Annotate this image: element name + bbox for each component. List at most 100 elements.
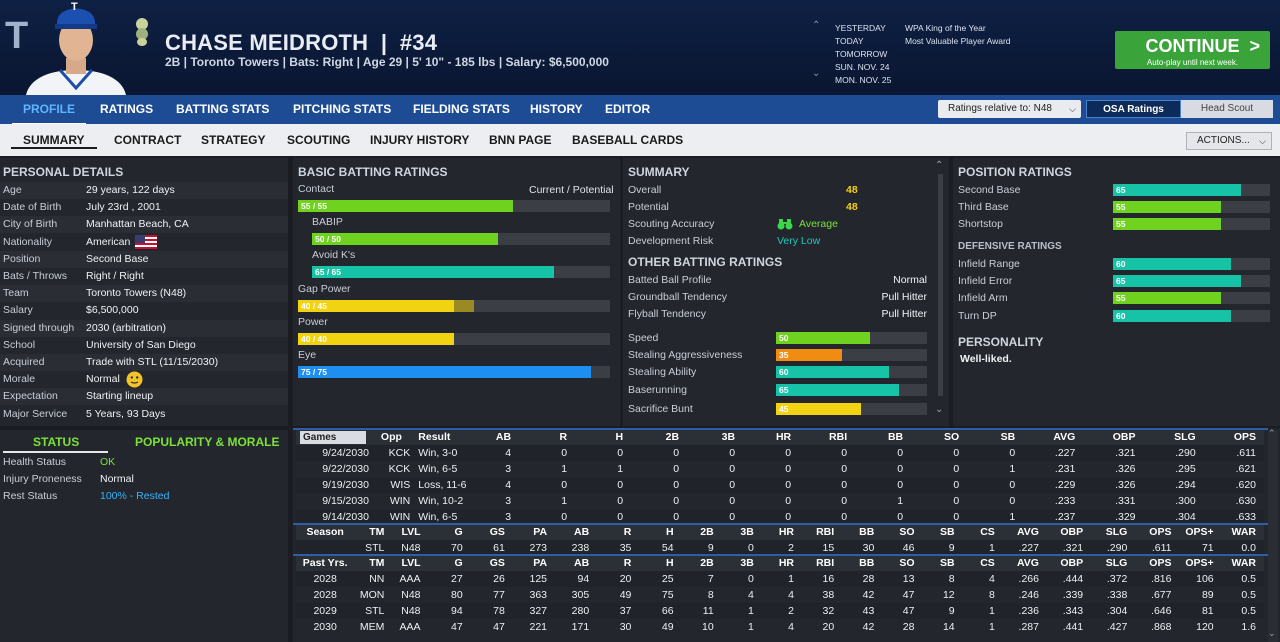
- column-header[interactable]: SLG: [1091, 524, 1136, 540]
- column-header[interactable]: BB: [855, 429, 912, 445]
- subtab-baseball-cards[interactable]: BASEBALL CARDS: [572, 133, 684, 147]
- date-today[interactable]: TODAY: [835, 36, 864, 46]
- column-header[interactable]: TM: [356, 524, 393, 540]
- column-header[interactable]: SO: [882, 555, 923, 571]
- column-header[interactable]: RBI: [799, 429, 856, 445]
- date-item[interactable]: SUN. NOV. 24: [835, 62, 890, 72]
- column-header[interactable]: G: [428, 555, 471, 571]
- column-header[interactable]: TM: [356, 555, 393, 571]
- column-header[interactable]: 2B: [631, 429, 688, 445]
- chevron-down-icon[interactable]: ⌄: [1268, 628, 1276, 638]
- osa-ratings-toggle[interactable]: OSA Ratings: [1086, 100, 1181, 118]
- table-row[interactable]: 2028 NN AAA 27 26 125 94 20 25 7 0 1 16 28 13 8 4.266.44…: [296, 571, 1264, 587]
- tab-popularity-morale[interactable]: POPULARITY & MORALE: [135, 435, 280, 449]
- column-header[interactable]: CS: [962, 524, 1003, 540]
- column-header[interactable]: OPS+: [1179, 555, 1222, 571]
- column-header[interactable]: 2B: [681, 524, 722, 540]
- tab-batting-stats[interactable]: BATTING STATS: [176, 102, 270, 116]
- column-header[interactable]: OPS: [1135, 555, 1180, 571]
- date-tomorrow[interactable]: TOMORROW: [835, 49, 888, 59]
- column-header[interactable]: R: [597, 555, 640, 571]
- stats-scrollbar[interactable]: [1268, 430, 1278, 642]
- chevron-up-icon[interactable]: ⌃: [1268, 428, 1276, 438]
- date-item[interactable]: MON. NOV. 25: [835, 75, 892, 85]
- summary-scrollbar[interactable]: [938, 174, 943, 396]
- column-header[interactable]: GS: [470, 555, 513, 571]
- column-header[interactable]: OBP: [1046, 555, 1092, 571]
- column-header[interactable]: AB: [555, 555, 598, 571]
- column-header[interactable]: PA: [512, 524, 556, 540]
- table-row[interactable]: 2028 MON N48 80 77 363 305 49 75 8 4 4 38 42 47 12 8 .246…: [296, 587, 1264, 603]
- column-header[interactable]: 3B: [687, 429, 744, 445]
- table-row[interactable]: 2030 MEM AAA 47 47 221 171 30 49 10 1 4 20 42 28 14 1.28…: [296, 619, 1264, 635]
- column-header[interactable]: CS: [962, 555, 1003, 571]
- column-header[interactable]: AVG: [1002, 524, 1047, 540]
- table-row[interactable]: STL N48 70 61 273 238 35 54 9 0 2 15 30 46 9 1.227.321.…: [296, 540, 1264, 556]
- column-header[interactable]: H: [639, 555, 682, 571]
- column-header[interactable]: LVL: [392, 524, 429, 540]
- column-header[interactable]: Season: [296, 524, 357, 540]
- column-header[interactable]: 3B: [721, 555, 762, 571]
- team-logo[interactable]: T: [5, 15, 29, 57]
- column-header[interactable]: AVG: [1002, 555, 1047, 571]
- chevron-up-icon[interactable]: ⌃: [812, 20, 821, 31]
- game-row[interactable]: 9/19/2030 WIS Loss, 11-6 4 0 0 0 0 0 0 0 0 0.229.326…: [296, 477, 1264, 493]
- chevron-down-icon[interactable]: ⌄: [935, 404, 944, 415]
- column-header[interactable]: SB: [922, 524, 963, 540]
- game-row[interactable]: 9/14/2030 WIN Win, 6-5 3 0 0 0 0 0 0 0 0 1.237.329.3…: [296, 509, 1264, 525]
- tab-pitching-stats[interactable]: PITCHING STATS: [293, 102, 392, 116]
- game-row[interactable]: 9/22/2030 KCK Win, 6-5 3 1 1 0 0 0 0 0 0 1 .231 .326 .2…: [296, 461, 1264, 477]
- subtab-summary[interactable]: SUMMARY: [11, 124, 97, 156]
- column-header[interactable]: Opp: [376, 429, 415, 445]
- column-header[interactable]: Past Yrs.: [296, 555, 357, 571]
- column-header[interactable]: SLG: [1143, 429, 1204, 445]
- tab-ratings[interactable]: RATINGS: [100, 102, 154, 116]
- ratings-relative-select[interactable]: Ratings relative to: N48 ⌵: [938, 100, 1081, 118]
- column-header[interactable]: LVL: [392, 555, 429, 571]
- column-header[interactable]: WAR: [1221, 524, 1264, 540]
- column-header[interactable]: RBI: [802, 524, 843, 540]
- column-header[interactable]: AB: [555, 524, 598, 540]
- column-header[interactable]: RBI: [802, 555, 843, 571]
- column-header[interactable]: SO: [911, 429, 968, 445]
- column-header[interactable]: 3B: [721, 524, 762, 540]
- subtab-bnn-page[interactable]: BNN PAGE: [489, 133, 552, 147]
- column-header[interactable]: SLG: [1091, 555, 1136, 571]
- tab-fielding-stats[interactable]: FIELDING STATS: [413, 102, 510, 116]
- date-yesterday[interactable]: YESTERDAY: [835, 23, 886, 33]
- tab-history[interactable]: HISTORY: [530, 102, 583, 116]
- tab-status[interactable]: STATUS: [33, 435, 80, 449]
- tab-editor[interactable]: EDITOR: [605, 102, 651, 116]
- column-header[interactable]: SB: [922, 555, 963, 571]
- tab-profile[interactable]: PROFILE: [11, 95, 87, 125]
- column-header[interactable]: AB: [468, 429, 520, 445]
- column-header[interactable]: SO: [882, 524, 923, 540]
- subtab-injury-history[interactable]: INJURY HISTORY: [370, 133, 470, 147]
- column-header[interactable]: AVG: [1023, 429, 1084, 445]
- subtab-contract[interactable]: CONTRACT: [114, 133, 182, 147]
- column-header[interactable]: SB: [967, 429, 1024, 445]
- head-scout-toggle[interactable]: Head Scout: [1181, 100, 1273, 118]
- actions-dropdown[interactable]: ACTIONS... ⌵: [1186, 132, 1272, 150]
- column-header[interactable]: HR: [743, 429, 800, 445]
- subtab-scouting[interactable]: SCOUTING: [287, 133, 351, 147]
- column-header[interactable]: OBP: [1083, 429, 1144, 445]
- column-header[interactable]: R: [597, 524, 640, 540]
- column-header[interactable]: PA: [512, 555, 556, 571]
- subtab-strategy[interactable]: STRATEGY: [201, 133, 266, 147]
- column-header[interactable]: 2B: [681, 555, 722, 571]
- column-header[interactable]: GS: [470, 524, 513, 540]
- column-header[interactable]: HR: [761, 524, 803, 540]
- chevron-up-icon[interactable]: ⌃: [935, 160, 944, 171]
- games-select[interactable]: Games: [296, 429, 377, 445]
- column-header[interactable]: HR: [761, 555, 803, 571]
- game-row[interactable]: 9/24/2030 KCK Win, 3-0 4 0 0 0 0 0 0 0 0 0.227.321.2…: [296, 445, 1264, 461]
- column-header[interactable]: R: [519, 429, 576, 445]
- column-header[interactable]: G: [428, 524, 471, 540]
- column-header[interactable]: OPS: [1135, 524, 1180, 540]
- column-header[interactable]: OPS+: [1179, 524, 1222, 540]
- column-header[interactable]: H: [575, 429, 632, 445]
- column-header[interactable]: BB: [842, 524, 883, 540]
- column-header[interactable]: H: [639, 524, 682, 540]
- table-row[interactable]: 2029 STL N48 94 78 327 280 37 66 11 1 2 32 43 47 9 1.236…: [296, 603, 1264, 619]
